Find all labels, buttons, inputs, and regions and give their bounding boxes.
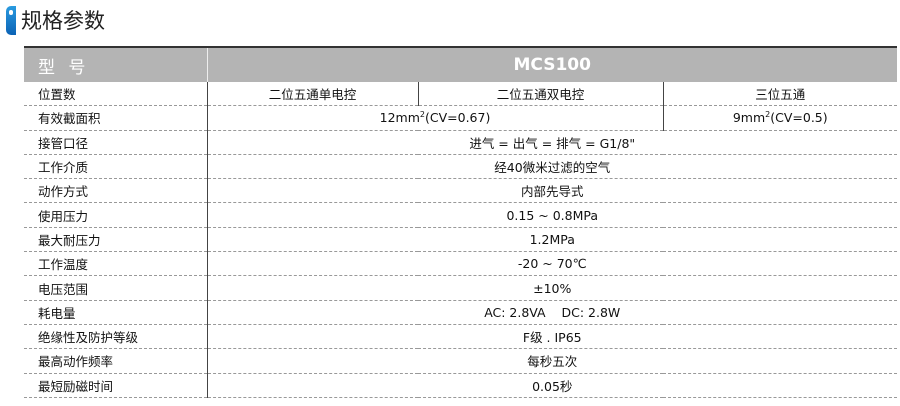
row-label: 有效截面积 — [24, 105, 207, 131]
cell: -20 ~ 70℃ — [206, 251, 897, 277]
row-label: 工作介质 — [24, 154, 207, 180]
table-row: 耗电量 AC: 2.8VA DC: 2.8W — [24, 300, 897, 325]
row-label: 使用压力 — [24, 202, 207, 228]
row-label: 最高动作频率 — [24, 348, 207, 374]
row-label: 工作温度 — [24, 251, 207, 277]
row-label: 最短励磁时间 — [24, 373, 207, 398]
row-label: 耗电量 — [24, 300, 207, 325]
header-row: 型 号 MCS100 — [24, 47, 897, 82]
cell: 1.2MPa — [206, 227, 897, 253]
header-model: MCS100 — [206, 47, 897, 82]
row-label: 绝缘性及防护等级 — [24, 324, 207, 350]
spec-table: 型 号 MCS100 位置数 二位五通单电控 二位五通双电控 三位五通 有效截面… — [24, 46, 897, 398]
table-row: 最短励磁时间 0.05秒 — [24, 373, 897, 398]
cell: 9mm2(CV=0.5) — [662, 105, 897, 131]
cell: 经40微米过滤的空气 — [206, 154, 897, 180]
row-label: 最大耐压力 — [24, 227, 207, 253]
cell: 0.15 ~ 0.8MPa — [206, 202, 897, 228]
section-title: 规格参数 — [6, 4, 105, 36]
table-row: 使用压力 0.15 ~ 0.8MPa — [24, 202, 897, 228]
row-label: 位置数 — [24, 82, 207, 107]
section-title-text: 规格参数 — [21, 9, 105, 33]
table-row: 电压范围 ±10% — [24, 275, 897, 301]
cell: ±10% — [206, 275, 897, 301]
cell: 内部先导式 — [206, 178, 897, 204]
cell: 二位五通双电控 — [417, 82, 663, 107]
table-row: 位置数 二位五通单电控 二位五通双电控 三位五通 — [24, 82, 897, 107]
table-row: 接管口径 进气 = 出气 = 排气 = G1/8" — [24, 130, 897, 155]
table-row: 最高动作频率 每秒五次 — [24, 348, 897, 374]
row-label: 动作方式 — [24, 178, 207, 204]
title-marker-icon — [6, 5, 16, 35]
cell: 每秒五次 — [206, 348, 897, 374]
cell: AC: 2.8VA DC: 2.8W — [206, 300, 897, 325]
row-label: 电压范围 — [24, 275, 207, 301]
table-row: 最大耐压力 1.2MPa — [24, 227, 897, 253]
table-row: 工作介质 经40微米过滤的空气 — [24, 154, 897, 180]
table-row: 工作温度 -20 ~ 70℃ — [24, 251, 897, 277]
table-row: 动作方式 内部先导式 — [24, 178, 897, 204]
cell: 12mm2(CV=0.67) — [206, 105, 663, 131]
header-label: 型 号 — [38, 57, 90, 78]
cell: 0.05秒 — [206, 373, 897, 398]
table-row: 绝缘性及防护等级 F级 . IP65 — [24, 324, 897, 350]
cell: 二位五通单电控 — [206, 82, 418, 107]
row-label: 接管口径 — [24, 130, 207, 155]
cell: 三位五通 — [662, 82, 897, 107]
table-row: 有效截面积 12mm2(CV=0.67) 9mm2(CV=0.5) — [24, 105, 897, 131]
cell: 进气 = 出气 = 排气 = G1/8" — [206, 130, 897, 155]
cell: F级 . IP65 — [206, 324, 897, 350]
